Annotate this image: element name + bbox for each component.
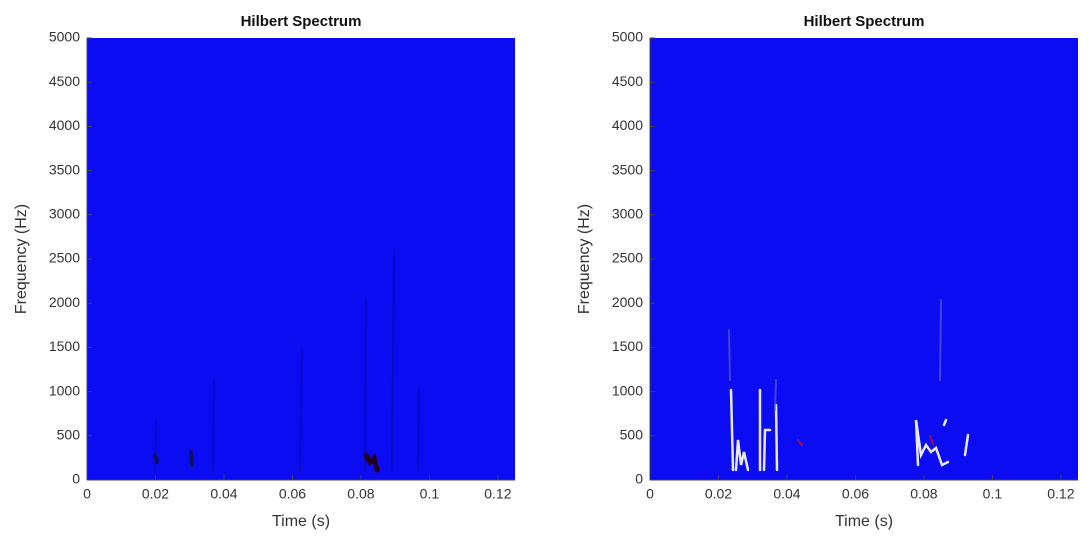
x-tick-label: 0.12: [484, 486, 511, 502]
y-tick-label: 4000: [49, 117, 80, 133]
y-tick-label: 1500: [49, 338, 80, 354]
y-tick-label: 3500: [612, 161, 643, 177]
dark-spot: [153, 450, 194, 467]
x-tick-label: 0: [83, 486, 91, 502]
x-tick-label: 0.12: [1047, 486, 1074, 502]
x-tick-label: 0.08: [910, 486, 937, 502]
spectrum-texture: [153, 249, 970, 473]
y-tick-label: 4500: [49, 73, 80, 89]
y-tick-label: 2500: [49, 250, 80, 266]
x-tick-label: 0.04: [773, 486, 800, 502]
dark-spot: [363, 452, 380, 473]
x-tick-label: 0.08: [347, 486, 374, 502]
y-tick-label: 2000: [49, 294, 80, 310]
x-tick-label: 0.02: [142, 486, 169, 502]
x-tick-label: 0.04: [210, 486, 237, 502]
x-tick-label: 0.1: [983, 486, 1003, 502]
y-tick-label: 5000: [612, 29, 643, 45]
y-axis-label: Frequency (Hz): [576, 204, 593, 314]
y-tick-label: 500: [57, 427, 81, 443]
y-tick-label: 5000: [49, 29, 80, 45]
faint-trace: [728, 299, 942, 411]
y-tick-label: 3500: [49, 161, 80, 177]
x-tick-label: 0.1: [420, 486, 440, 502]
chart-title: Hilbert Spectrum: [241, 13, 362, 30]
y-tick-label: 4000: [612, 117, 643, 133]
y-tick-label: 500: [620, 427, 644, 443]
y-tick-label: 2000: [612, 294, 643, 310]
y-tick-label: 4500: [612, 73, 643, 89]
x-tick-label: 0.06: [842, 486, 869, 502]
y-tick-label: 1500: [612, 338, 643, 354]
y-tick-label: 1000: [49, 382, 80, 398]
dark-streak: [154, 249, 420, 471]
x-tick-label: 0.06: [279, 486, 306, 502]
bright-trace: [729, 388, 970, 472]
y-tick-label: 1000: [612, 382, 643, 398]
chart-title: Hilbert Spectrum: [804, 13, 925, 30]
spectrum-image: [650, 38, 1078, 480]
x-tick-label: 0.02: [705, 486, 732, 502]
y-tick-label: 3000: [49, 206, 80, 222]
y-tick-label: 2500: [612, 250, 643, 266]
y-tick-label: 0: [72, 471, 80, 487]
x-tick-label: 0: [646, 486, 654, 502]
y-tick-label: 0: [635, 471, 643, 487]
x-axis-label: Time (s): [835, 513, 893, 530]
red-trace: [797, 435, 934, 446]
x-axis-label: Time (s): [272, 513, 330, 530]
y-axis-label: Frequency (Hz): [13, 204, 30, 314]
plots: 0 0.02 0.04 0.06 0.08 0.1 0.12 0 500 1000 1500 2000…: [13, 13, 1078, 530]
y-tick-label: 3000: [612, 206, 643, 222]
